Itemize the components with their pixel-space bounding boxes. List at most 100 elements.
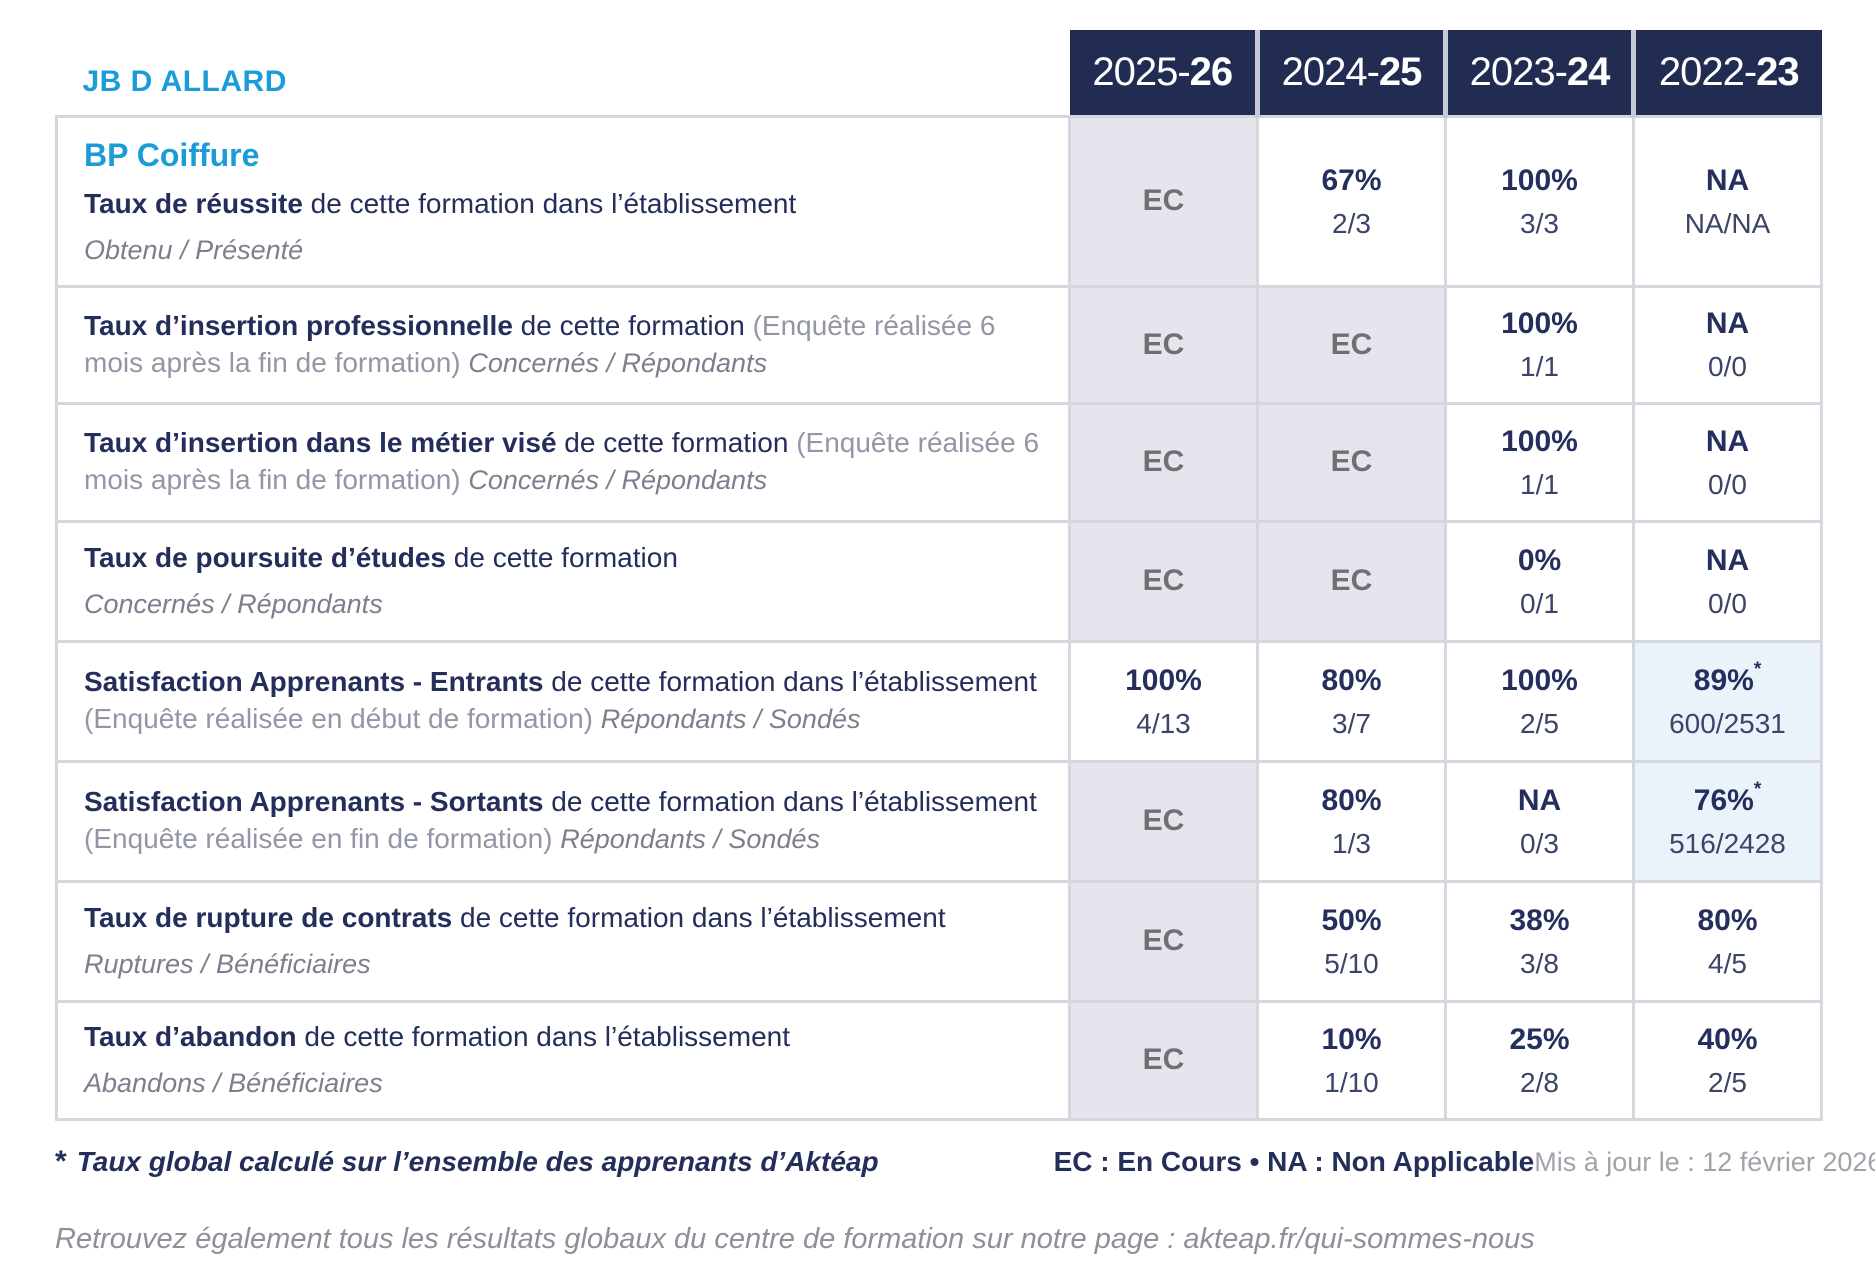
header-row: JB D ALLARD 2025-26 2024-25 2023-24 2022… [56, 30, 1822, 117]
stat-cell: 80% 1/3 [1256, 759, 1447, 883]
stat-fraction: 2/5 [1708, 1066, 1747, 1098]
year-prefix: 2023- [1469, 50, 1568, 94]
indicator-ratio-caption: Ruptures / Bénéficiaires [84, 948, 371, 979]
stat-value: NA [1705, 163, 1750, 197]
stat-value: NA [1705, 543, 1750, 577]
footnote-bar: * Taux global calculé sur l’ensemble des … [55, 1144, 1875, 1179]
stat-cell: EC [1068, 519, 1259, 643]
row-label: Satisfaction Apprenants - Sortants de ce… [55, 759, 1071, 883]
stat-fraction: 2/8 [1520, 1066, 1559, 1098]
row-label: Taux de rupture de contrats de cette for… [55, 879, 1071, 1003]
stat-cell: EC [1068, 115, 1259, 288]
establishment-name: JB D ALLARD [82, 65, 287, 98]
row-label: Satisfaction Apprenants - Entrants de ce… [55, 639, 1071, 763]
course-title: BP Coiffure [84, 137, 260, 173]
indicator-survey-note: (Enquête réalisée en fin de formation) [84, 823, 561, 855]
stat-cell: 67% 2/3 [1256, 115, 1447, 288]
stat-fraction: 1/1 [1520, 351, 1559, 383]
indicator-ratio-caption: Obtenu / Présenté [84, 235, 304, 266]
stat-cell: EC [1068, 759, 1259, 883]
year-header-2025-26: 2025-26 [1069, 30, 1258, 117]
indicator-survey-note: (Enquête réalisée 6 mois après la fin de… [84, 309, 996, 378]
table-corner: JB D ALLARD [56, 30, 1070, 117]
stat-fraction: 2/5 [1520, 707, 1559, 739]
stat-fraction: 1/1 [1520, 468, 1559, 500]
asterisk: * [1753, 778, 1762, 800]
row-label: Taux d’abandon de cette formation dans l… [55, 999, 1071, 1121]
stat-value: EC [1142, 564, 1185, 598]
stat-value: 100% [1125, 663, 1202, 697]
results-table: JB D ALLARD 2025-26 2024-25 2023-24 2022… [55, 30, 1823, 1121]
stat-value: 100% [1501, 163, 1578, 197]
year-header-2024-25: 2024-25 [1255, 30, 1446, 117]
footnote-global-rate: * Taux global calculé sur l’ensemble des … [55, 1144, 879, 1178]
table-row-insertion-professionnelle: Taux d’insertion professionnelle de cett… [55, 284, 1823, 405]
stat-value: NA [1705, 424, 1750, 458]
indicator-name: Taux d’insertion professionnelle [84, 309, 513, 341]
indicator-description: de cette formation dans l’établissement [543, 666, 1037, 698]
table-row-satisfaction-sortants: Satisfaction Apprenants - Sortants de ce… [55, 759, 1823, 883]
stat-fraction: 516/2428 [1669, 827, 1786, 859]
stat-cell: NA 0/0 [1632, 401, 1823, 523]
stat-fraction: 1/3 [1332, 827, 1371, 859]
year-suffix: 24 [1566, 50, 1610, 94]
indicator-ratio-caption: Concernés / Répondants [84, 588, 383, 619]
stat-value: 100% [1501, 307, 1578, 341]
year-suffix: 25 [1378, 50, 1422, 94]
table-row-satisfaction-entrants: Satisfaction Apprenants - Entrants de ce… [55, 639, 1823, 763]
stat-cell: EC [1068, 999, 1259, 1121]
stat-cell: 89%* 600/2531 [1632, 639, 1823, 763]
stat-cell: 38% 3/8 [1444, 879, 1635, 1003]
year-header-2023-24: 2023-24 [1443, 30, 1634, 117]
stat-fraction: 1/10 [1324, 1066, 1379, 1098]
row-label: Taux d’insertion professionnelle de cett… [55, 284, 1071, 405]
stat-value: 80% [1321, 663, 1382, 697]
stat-cell: 40% 2/5 [1632, 999, 1823, 1121]
stat-value: 40% [1697, 1022, 1758, 1056]
indicator-name: Satisfaction Apprenants - Entrants [84, 666, 544, 698]
global-results-note: Retrouvez également tous les résultats g… [55, 1222, 1535, 1255]
stat-fraction: 0/3 [1520, 827, 1559, 859]
stat-cell: 80% 4/5 [1632, 879, 1823, 1003]
last-updated: Mis à jour le : 12 février 2026 [1534, 1146, 1875, 1177]
stat-cell: 10% 1/10 [1256, 999, 1447, 1121]
stat-cell: 100% 1/1 [1444, 401, 1635, 523]
stat-value: 89%* [1693, 658, 1762, 697]
indicator-description: de cette formation dans l’établissement [302, 188, 797, 220]
stat-cell: 100% 4/13 [1068, 639, 1259, 763]
stat-value: 80% [1321, 783, 1382, 817]
stat-value: 100% [1501, 663, 1578, 697]
stat-fraction: 5/10 [1324, 947, 1379, 979]
stat-value: 10% [1321, 1022, 1382, 1056]
stat-value: 80% [1697, 903, 1758, 937]
indicator-ratio-caption: Concernés / Répondants [468, 347, 768, 378]
stat-cell: 100% 2/5 [1444, 639, 1635, 763]
stat-fraction: 3/7 [1332, 707, 1371, 739]
results-page: JB D ALLARD 2025-26 2024-25 2023-24 2022… [0, 30, 1875, 1280]
stat-fraction: 3/3 [1520, 207, 1559, 239]
table-row-poursuite-etudes: Taux de poursuite d’études de cette form… [55, 519, 1823, 643]
stat-value: 67% [1321, 163, 1382, 197]
indicator-description: de cette formation dans l’établissement [296, 1021, 790, 1053]
stat-cell: NA NA/NA [1632, 115, 1823, 288]
indicator-ratio-caption: Abandons / Bénéficiaires [84, 1067, 383, 1098]
stat-fraction: 4/13 [1136, 707, 1191, 739]
stat-value: EC [1142, 804, 1185, 838]
stat-cell: 100% 1/1 [1444, 284, 1635, 405]
stat-cell: EC [1068, 284, 1259, 405]
stat-cell: EC [1256, 519, 1447, 643]
indicator-name: Taux d’abandon [84, 1021, 297, 1053]
stat-fraction: 0/1 [1520, 587, 1559, 619]
indicator-description: de cette formation [556, 427, 797, 459]
table-row-rupture-contrats: Taux de rupture de contrats de cette for… [55, 879, 1823, 1003]
stat-cell: 25% 2/8 [1444, 999, 1635, 1121]
stat-value: EC [1142, 184, 1185, 218]
stat-cell: NA 0/0 [1632, 284, 1823, 405]
indicator-name: Satisfaction Apprenants - Sortants [84, 786, 544, 818]
indicator-ratio-caption: Répondants / Sondés [600, 704, 861, 735]
indicator-name: Taux d’insertion dans le métier visé [84, 427, 557, 459]
year-suffix: 23 [1756, 50, 1799, 94]
stat-fraction: 0/0 [1708, 351, 1747, 383]
stat-cell: 80% 3/7 [1256, 639, 1447, 763]
stat-fraction: 4/5 [1708, 947, 1747, 979]
